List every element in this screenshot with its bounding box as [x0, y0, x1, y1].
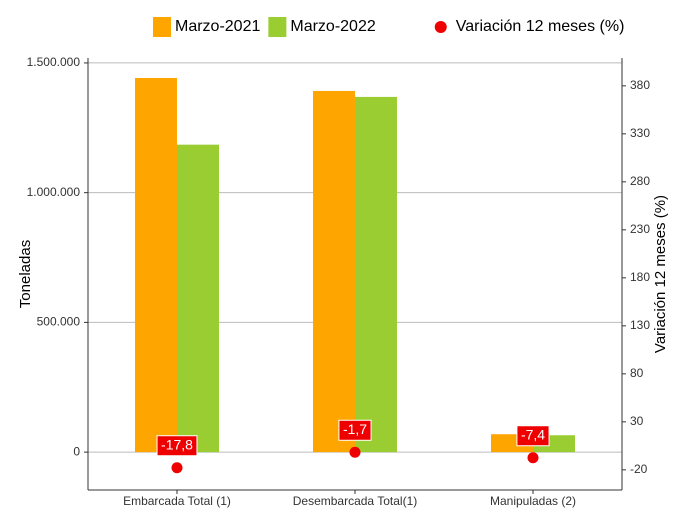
legend-label: Marzo-2022 — [290, 18, 375, 35]
dot — [349, 446, 361, 458]
y2-tick-label: 330 — [630, 126, 650, 140]
y-tick-label: 1.000.000 — [27, 185, 81, 199]
x-tick-label: Desembarcada Total(1) — [293, 494, 418, 508]
legend-label: Variación 12 meses (%) — [456, 18, 625, 35]
value-label-box — [156, 435, 198, 457]
value-label-box — [516, 425, 550, 447]
legend-marker — [434, 21, 447, 33]
dot — [527, 452, 539, 464]
x-tick-label: Embarcada Total (1) — [123, 494, 231, 508]
legend-label: Marzo-2021 — [175, 18, 260, 35]
y2-tick-label: 180 — [630, 270, 650, 284]
value-label: -7,4 — [521, 426, 545, 442]
y2-tick-label: 280 — [630, 174, 650, 188]
value-label: -17,8 — [161, 436, 193, 452]
bar — [135, 77, 177, 453]
value-label: -1,7 — [343, 421, 367, 437]
x-tick-label: Manipuladas (2) — [490, 494, 576, 508]
dot — [171, 462, 183, 474]
y2-axis-title: Variación 12 meses (%) — [652, 195, 669, 353]
legend-marker — [268, 17, 287, 37]
y-tick-label: 1.500.000 — [27, 55, 81, 69]
y2-tick-label: 230 — [630, 222, 650, 236]
y2-tick-label: 380 — [630, 78, 650, 92]
value-label-box — [338, 419, 372, 441]
y2-tick-label: 130 — [630, 318, 650, 332]
bar — [177, 144, 219, 453]
legend-marker — [153, 17, 171, 37]
y-tick-label: 0 — [73, 444, 80, 458]
y2-tick-label: 80 — [630, 366, 644, 380]
y-axis-title: Toneladas — [17, 240, 34, 308]
bar — [355, 96, 397, 453]
y-tick-label: 500.000 — [37, 315, 81, 329]
bar — [313, 90, 355, 453]
y2-tick-label: -20 — [630, 462, 648, 476]
y2-tick-label: 30 — [630, 414, 644, 428]
